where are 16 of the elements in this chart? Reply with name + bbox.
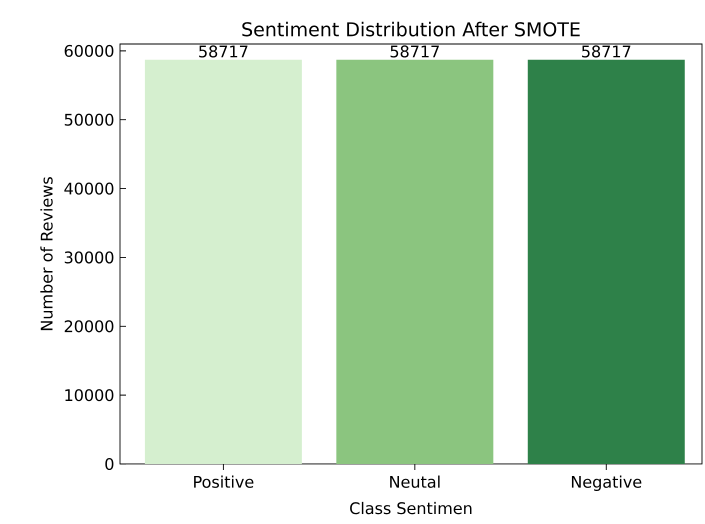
y-axis-title: Number of Reviews: [40, 177, 53, 330]
x-axis-title: Class Sentimen: [350, 502, 472, 514]
x-tick-label: Neutal: [390, 476, 440, 488]
chart-title: Sentiment Distribution After SMOTE: [242, 22, 580, 36]
y-tick-label: 60000: [64, 44, 114, 57]
x-tick-label: Positive: [194, 476, 254, 488]
y-tick-label: 20000: [64, 320, 114, 332]
y-tick-label: 30000: [64, 251, 114, 264]
data-label: 58717: [199, 45, 248, 58]
data-label: 58717: [582, 45, 630, 58]
y-tick-label: 40000: [64, 182, 114, 195]
y-tick-label: 50000: [64, 114, 114, 126]
data-label: 58717: [390, 45, 439, 58]
y-tick-label: 10000: [65, 389, 114, 402]
y-tick-label: 0: [105, 458, 114, 470]
x-tick-label: Negative: [572, 476, 642, 491]
